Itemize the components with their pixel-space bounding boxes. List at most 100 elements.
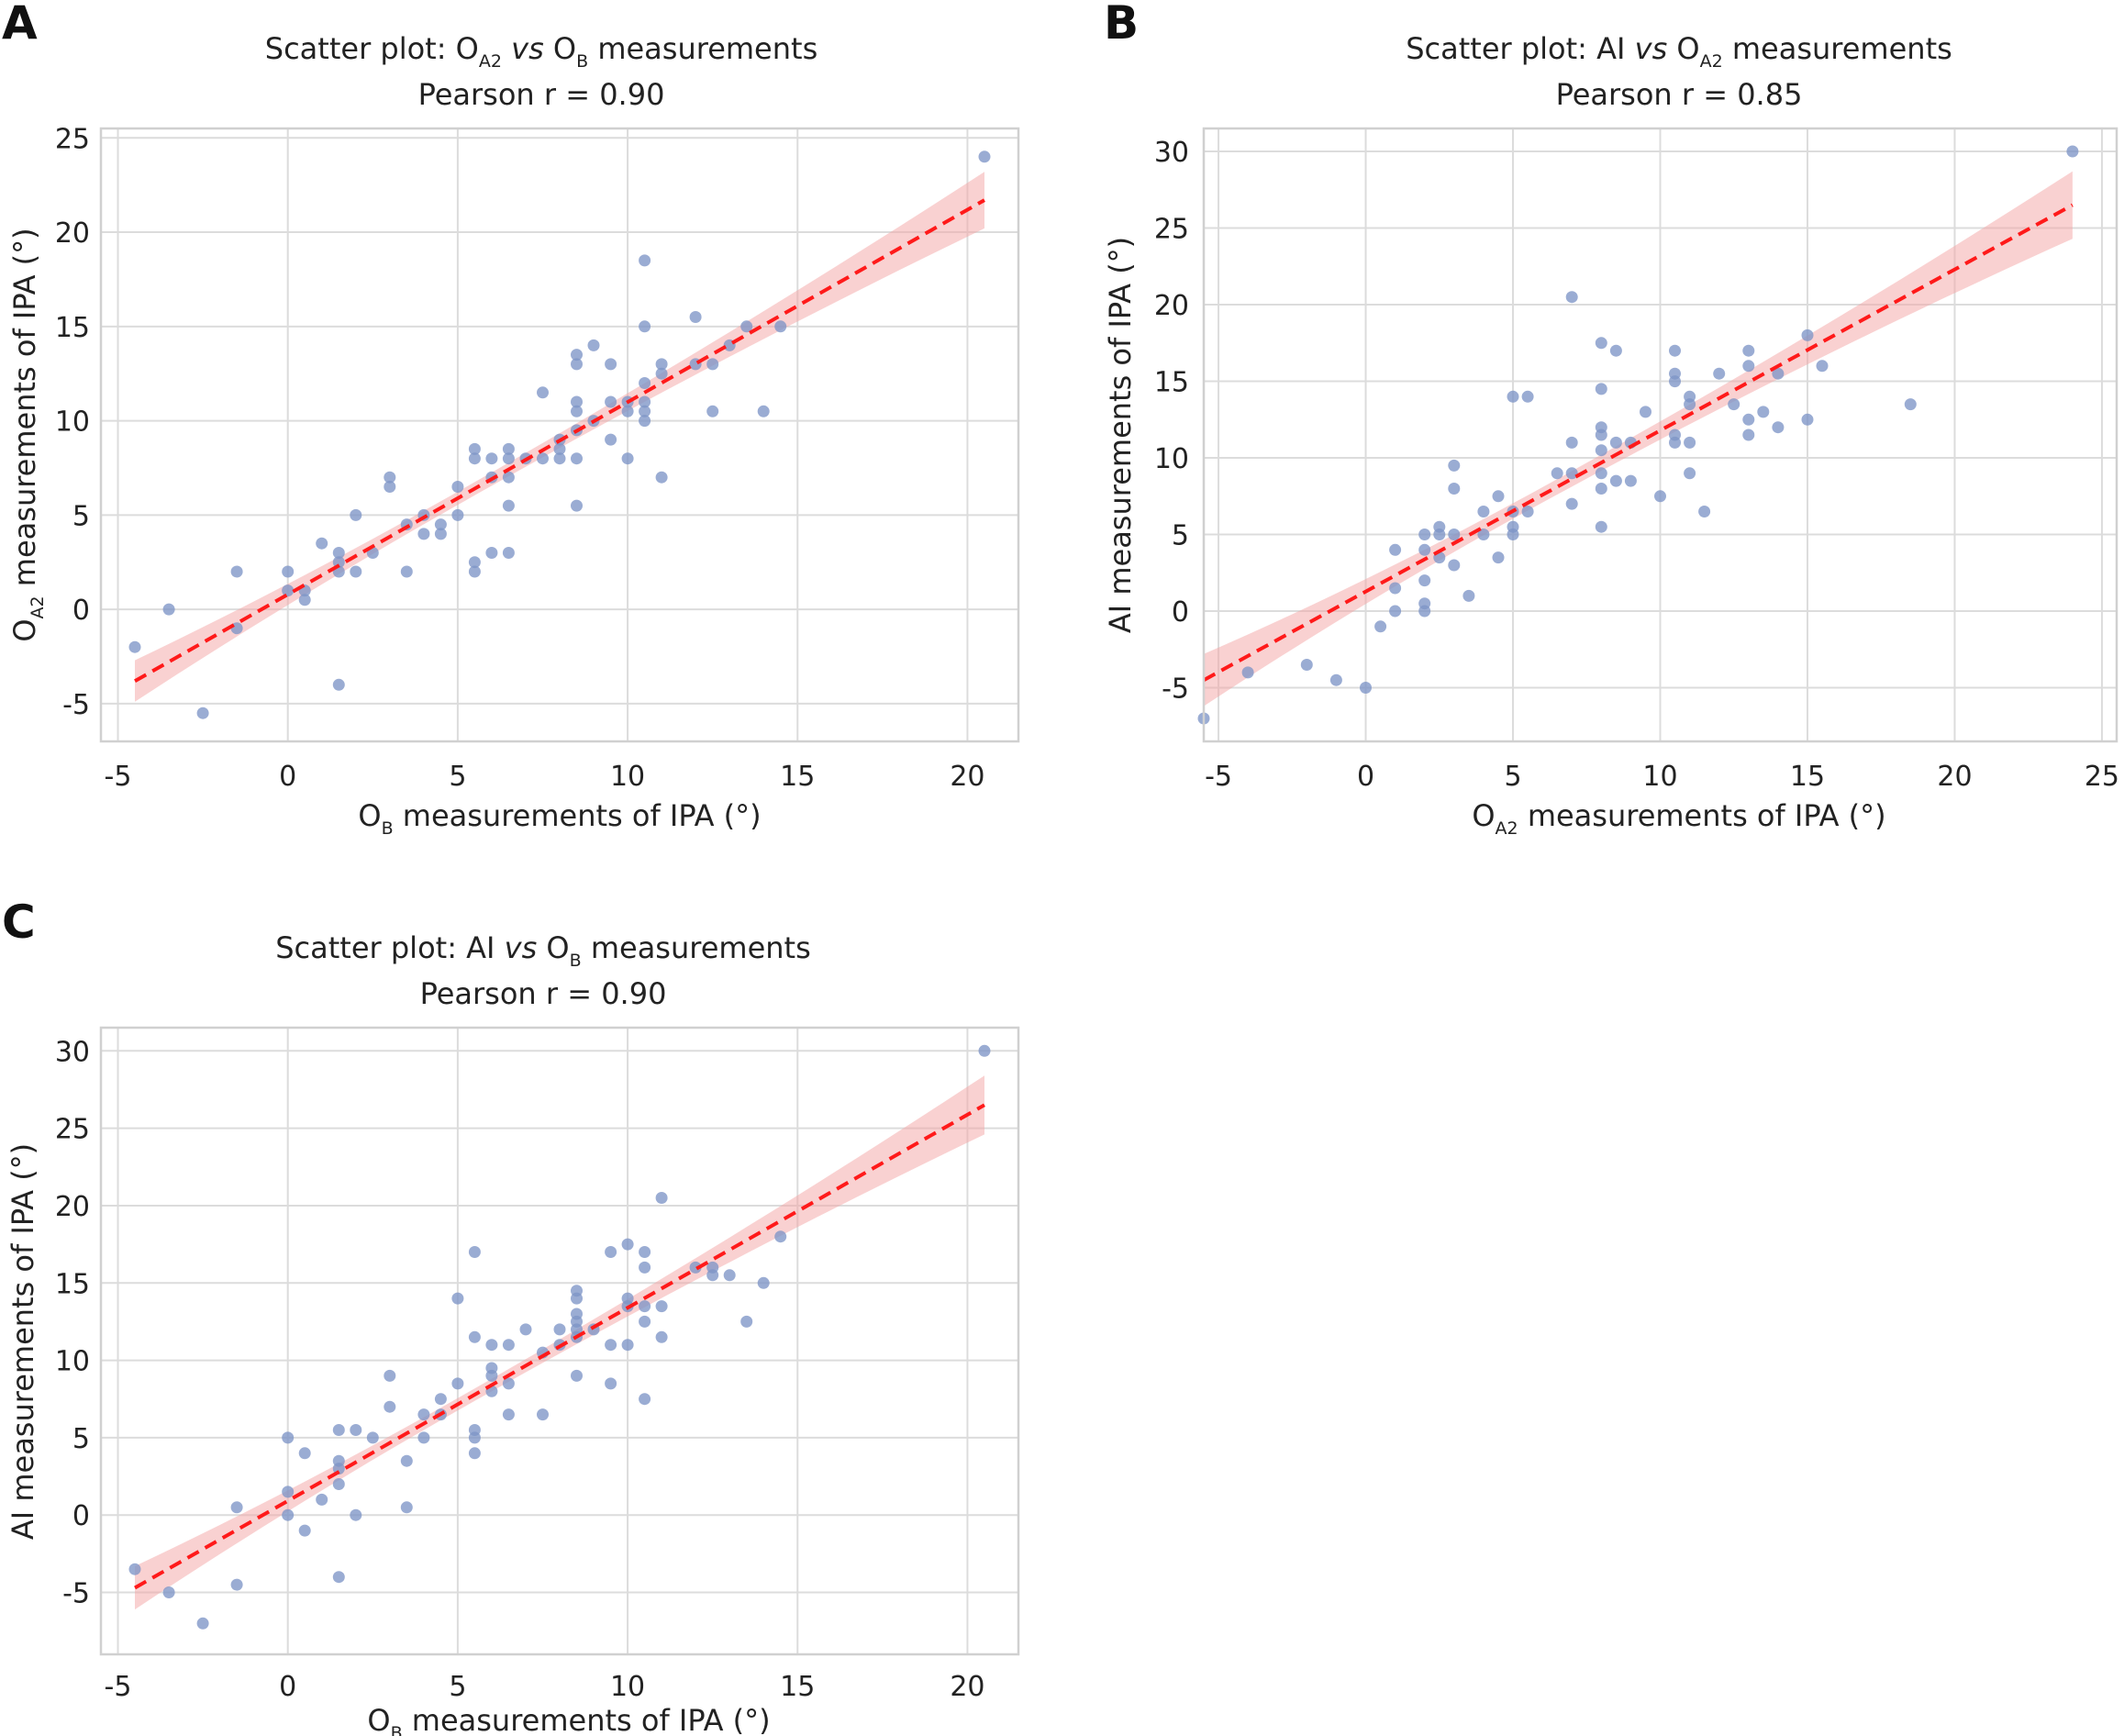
panel-c-regression-line <box>134 1103 985 1590</box>
panel-a-data-point <box>706 358 719 371</box>
panel-b-data-point <box>2066 145 2079 158</box>
panel-a-data-point <box>384 471 396 484</box>
panel-c-data-point <box>639 1393 651 1406</box>
panel-b-data-point <box>1507 529 1519 540</box>
panel-a-data-point <box>502 499 515 512</box>
panel-b-data-point <box>1742 344 1755 357</box>
panel-c-data-point <box>332 1478 345 1490</box>
panel-b-data-point <box>1742 360 1755 373</box>
panel-c-plot-frame <box>99 1026 1020 1656</box>
panel-c-x-axis-label: OB measurements of IPA (°) <box>367 1703 770 1736</box>
panel-c-data-point <box>350 1424 362 1436</box>
panel-c-title: Scatter plot: AI vs OB measurements <box>275 930 811 971</box>
panel-b-x-tick-label: 25 <box>2085 761 2119 793</box>
panel-c-x-tick-label: 15 <box>780 1671 815 1703</box>
panel-b-data-point <box>1477 529 1490 540</box>
panel-a-data-point <box>639 405 651 417</box>
panel-a-data-point <box>689 311 702 323</box>
panel-c-data-point <box>605 1339 617 1352</box>
panel-c-y-tick-label: 15 <box>55 1268 90 1300</box>
panel-c-data-point <box>706 1269 719 1282</box>
panel-b-data-point <box>1684 436 1696 449</box>
panel-c-data-point <box>298 1447 311 1460</box>
panel-c-data-point <box>451 1377 464 1390</box>
panel-a-data-point <box>639 395 651 408</box>
panel-c-x-tick-label: -5 <box>105 1671 132 1703</box>
panel-b: B Scatter plot: AI vs OA2 measurements P… <box>1103 0 2119 839</box>
panel-a-plot-frame <box>99 127 1020 743</box>
panel-a-x-tick-label: 15 <box>780 761 815 793</box>
panel-b-data-point <box>1477 506 1490 517</box>
panel-c-data-point <box>230 1578 243 1591</box>
panel-b-data-point <box>1698 506 1711 517</box>
panel-c-data-point <box>417 1408 430 1421</box>
panel-b-y-ticks: -5 0 5 10 15 20 25 30 <box>1154 137 1189 706</box>
panel-c-y-axis-label: AI measurements of IPA (°) <box>6 1143 40 1540</box>
panel-c-data-point <box>502 1339 515 1352</box>
panel-c-data-point <box>537 1408 549 1421</box>
panel-c-data-point <box>639 1246 651 1258</box>
panel-b-data-point <box>1742 428 1755 441</box>
panel-letter-a: A <box>2 0 38 50</box>
panel-a-data-point <box>502 442 515 455</box>
panel-a-x-tick-label: 20 <box>950 761 984 793</box>
panel-c-data-point <box>196 1617 209 1630</box>
panel-a-data-point <box>128 640 141 653</box>
panel-a-x-axis-label: OB measurements of IPA (°) <box>358 798 761 839</box>
panel-a-pearson: Pearson r = 0.90 <box>418 77 665 112</box>
panel-b-y-tick-label: 10 <box>1154 443 1189 475</box>
panel-a-data-point <box>571 349 583 362</box>
panel-b-plot-frame <box>1202 127 2118 743</box>
panel-b-confidence-band-area <box>1204 171 2073 707</box>
panel-b-data-point <box>1565 436 1578 449</box>
panel-b-data-point <box>1904 398 1917 411</box>
panel-a-x-tick-label: -5 <box>105 761 132 793</box>
panel-a-data-point <box>655 471 668 484</box>
panel-c-data-point <box>230 1501 243 1514</box>
panel-b-regression-line <box>1203 203 2074 682</box>
panel-c-data-point <box>621 1339 634 1352</box>
panel-b-y-tick-label: -5 <box>1162 673 1189 706</box>
panel-b-data-point <box>1728 398 1740 411</box>
panel-a-data-point <box>639 320 651 333</box>
panel-c-x-tick-label: 10 <box>610 1671 645 1703</box>
panel-c-y-tick-label: 25 <box>55 1114 90 1146</box>
panel-a-y-tick-label: 5 <box>72 500 90 532</box>
panel-c-data-point <box>468 1431 481 1444</box>
panel-letter-c: C <box>2 896 36 949</box>
panel-b-y-tick-label: 5 <box>1172 520 1189 552</box>
panel-b-y-tick-label: 25 <box>1154 214 1189 246</box>
panel-c-x-tick-label: 20 <box>950 1671 984 1703</box>
panel-a-data-point <box>740 320 753 333</box>
panel-b-data-point <box>1772 421 1785 434</box>
panel-a-data-point <box>553 452 566 465</box>
panel-c-pearson: Pearson r = 0.90 <box>420 976 667 1011</box>
panel-c-data-point <box>978 1044 991 1057</box>
panel-a-data-point <box>468 452 481 465</box>
panel-a-y-tick-label: 0 <box>72 595 90 627</box>
panel-b-data-point <box>1389 543 1402 556</box>
panel-b-y-tick-label: 15 <box>1154 367 1189 399</box>
panel-b-data-point <box>1609 436 1622 449</box>
panel-b-data-point <box>1595 428 1607 441</box>
panel-a-data-point <box>332 547 345 559</box>
panel-b-data-point <box>1492 551 1505 564</box>
panel-c-data-point <box>723 1269 736 1282</box>
panel-b-data-point <box>1595 383 1607 395</box>
panel-a-data-point <box>639 415 651 428</box>
panel-c-data-point <box>502 1377 515 1390</box>
panel-c-data-point <box>502 1408 515 1421</box>
panel-b-data-point <box>1521 506 1534 517</box>
panel-a-y-tick-label: 25 <box>55 123 90 155</box>
panel-b-data-point <box>1565 291 1578 304</box>
panel-a-data-point <box>434 528 447 540</box>
panel-a-data-point <box>706 405 719 417</box>
panel-a-data-point <box>639 254 651 267</box>
panel-b-y-tick-label: 20 <box>1154 290 1189 322</box>
panel-a-y-axis-label: OA2 measurements of IPA (°) <box>7 228 48 641</box>
panel-c-data-point <box>417 1431 430 1444</box>
panel-c-data-point <box>332 1571 345 1584</box>
panel-c-data-point <box>384 1400 396 1413</box>
panel-c-x-tick-label: 0 <box>279 1671 296 1703</box>
panel-c-y-tick-label: 30 <box>55 1036 90 1068</box>
